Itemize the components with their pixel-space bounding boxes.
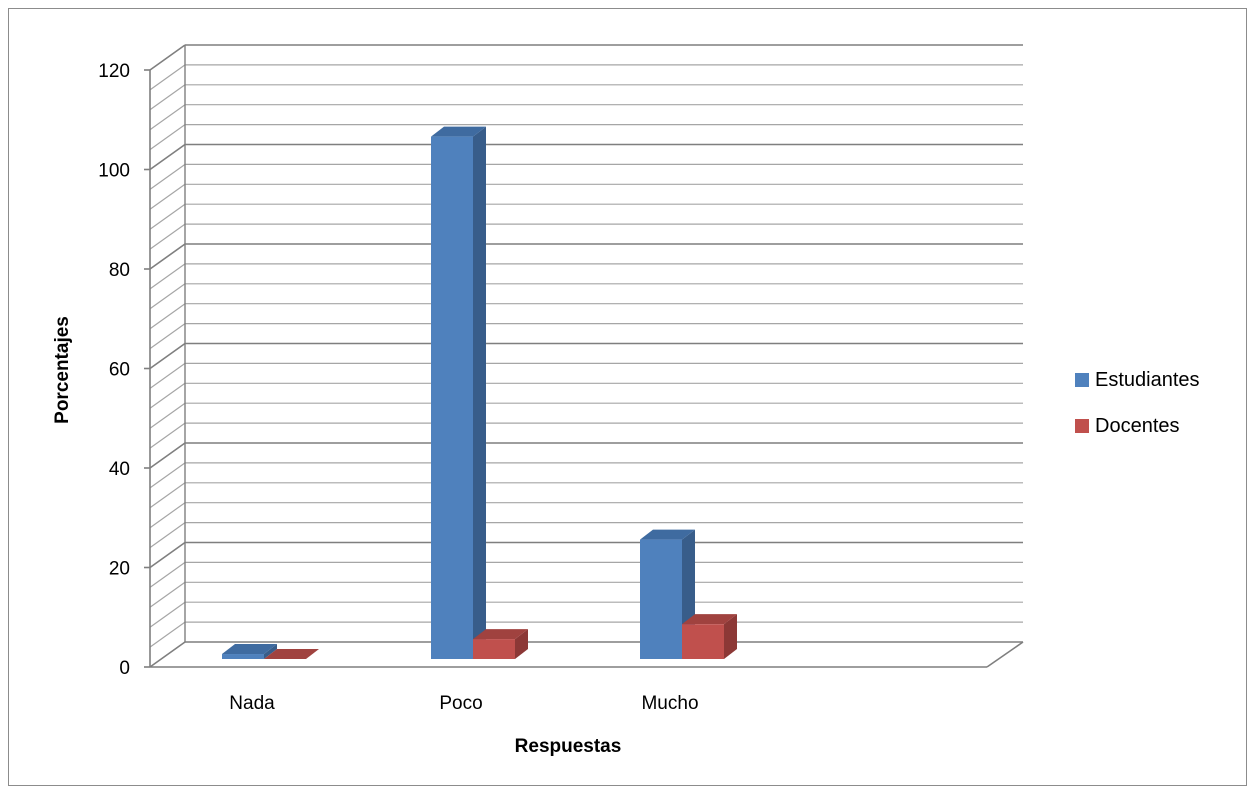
y-tick-labels: 0 20 40 60 80 100 120	[98, 61, 130, 679]
gridline-side	[149, 422, 186, 449]
gridline-side	[149, 283, 186, 310]
bar-side-face	[515, 629, 528, 659]
gridline-side	[149, 303, 186, 330]
bar-top-face	[431, 126, 486, 137]
y-tick-label: 20	[109, 559, 130, 580]
legend: Estudiantes Docentes	[1075, 369, 1200, 437]
bar-side-face	[473, 126, 486, 659]
floor-right-edge	[986, 641, 1024, 668]
y-tick-label: 80	[109, 260, 130, 281]
gridline-side	[149, 621, 186, 648]
y-tick-label: 60	[109, 360, 130, 381]
gridline-side	[149, 163, 186, 190]
bar-top-face	[222, 644, 277, 655]
legend-label: Estudiantes	[1095, 369, 1200, 391]
gridline-side	[149, 382, 186, 409]
gridline-side	[149, 203, 186, 230]
y-tick-label: 120	[98, 61, 130, 82]
gridline-side	[149, 581, 186, 608]
bar-top-face	[264, 649, 319, 659]
gridline-side	[149, 124, 186, 151]
bar-side-face	[724, 614, 737, 659]
bars	[222, 126, 737, 659]
gridline-side	[149, 402, 186, 429]
gridline-side	[149, 323, 186, 350]
bar-docentes-nada	[264, 649, 319, 659]
bar-front-face	[473, 639, 515, 659]
gridline-side	[149, 462, 186, 489]
legend-item-docentes: Docentes	[1075, 415, 1180, 437]
y-tick-label: 40	[109, 459, 130, 480]
gridline-side	[149, 44, 186, 71]
y-tick-label: 0	[119, 658, 130, 679]
bar-top-face	[473, 629, 528, 640]
bar-estudiantes-poco	[431, 126, 486, 659]
gridline-side	[149, 522, 186, 549]
gridlines	[149, 44, 1023, 668]
gridline-side	[149, 84, 186, 111]
bar-front-face	[640, 539, 682, 659]
bar-top-face	[682, 614, 737, 625]
chart-frame	[8, 8, 1247, 786]
gridline-side	[149, 641, 186, 668]
gridline-side	[149, 183, 186, 210]
gridline-side	[149, 263, 186, 290]
bar-front-face	[431, 136, 473, 659]
gridline-side	[149, 64, 186, 91]
bar-docentes-poco	[473, 629, 528, 659]
gridline-side	[149, 223, 186, 250]
gridline-side	[149, 104, 186, 131]
bar-front-face	[682, 624, 724, 659]
x-category-label: Mucho	[641, 693, 698, 714]
gridline-side	[149, 482, 186, 509]
gridline-side	[149, 362, 186, 389]
x-axis-title: Respuestas	[515, 736, 622, 757]
legend-swatch	[1075, 373, 1089, 387]
bar-top-face	[640, 529, 695, 540]
bar-side-face	[264, 644, 277, 659]
bar-docentes-mucho	[682, 614, 737, 659]
gridline-side	[149, 243, 186, 270]
bar-front-face	[222, 654, 264, 659]
legend-label: Docentes	[1095, 415, 1180, 437]
legend-item-estudiantes: Estudiantes	[1075, 369, 1200, 391]
x-category-labels: Nada Poco Mucho	[229, 693, 698, 714]
gridline-side	[149, 502, 186, 529]
legend-swatch	[1075, 419, 1089, 433]
x-category-label: Poco	[439, 693, 482, 714]
y-tick-label: 100	[98, 161, 130, 182]
gridline-side	[149, 442, 186, 469]
y-axis-title: Porcentajes	[52, 316, 73, 424]
gridline-side	[149, 541, 186, 569]
bar-estudiantes-nada	[222, 644, 277, 659]
gridline-side	[149, 143, 186, 171]
gridline-side	[149, 601, 186, 628]
gridline-side	[149, 561, 186, 588]
axes	[144, 45, 1024, 668]
gridline-side	[149, 342, 186, 370]
x-category-label: Nada	[229, 693, 275, 714]
